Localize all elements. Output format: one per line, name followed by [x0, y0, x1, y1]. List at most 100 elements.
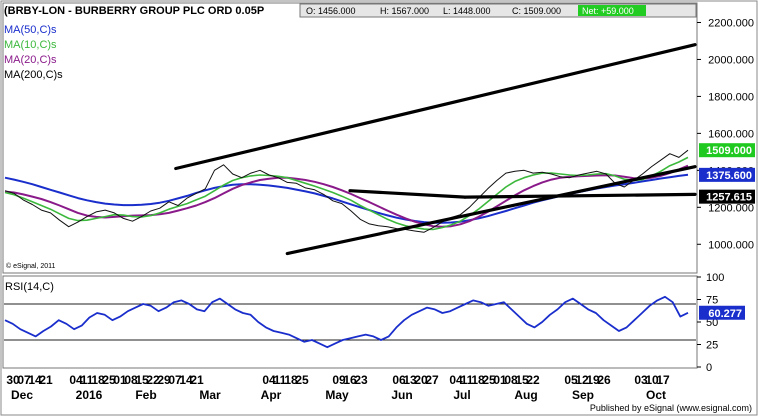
legend-ma10: MA(10,C)s	[4, 39, 57, 51]
ohlc-header: (BRBY-LON - BURBERRY GROUP PLC ORD 0.05P…	[4, 3, 697, 18]
rsi-tick-label: 50	[706, 317, 718, 329]
x-month-label: Sep	[572, 388, 594, 402]
price-value-label: 1257.615	[706, 192, 752, 204]
trendline-4	[463, 192, 697, 199]
price-value-label: 1509.000	[706, 145, 752, 157]
x-day-label: 27	[425, 373, 439, 387]
price-tick-label: 1000.000	[708, 239, 754, 251]
footer-credit: Published by eSignal (www.esignal.com)	[590, 403, 752, 413]
x-day-label: 25	[295, 373, 309, 387]
x-day-label: 18	[91, 373, 105, 387]
price-value-label: 1375.600	[706, 170, 752, 182]
x-month-label: Aug	[514, 388, 537, 402]
x-month-label: Jun	[391, 388, 412, 402]
x-day-label: 25	[102, 373, 116, 387]
price-tick-label: 1200.000	[708, 202, 754, 214]
net-badge	[578, 5, 646, 16]
price-line	[4, 149, 689, 233]
x-day-label: 11	[81, 373, 94, 387]
x-day-label: 04	[262, 373, 276, 387]
x-day-label: 01	[493, 373, 507, 387]
price-value-badge	[699, 167, 755, 182]
x-day-label: 20	[414, 373, 428, 387]
rsi-value-labels: 60.277	[699, 305, 745, 320]
rsi-title: RSI(14,C)	[5, 281, 54, 293]
x-day-label: 29	[157, 373, 171, 387]
trendline-2	[285, 165, 697, 256]
x-day-label: 18	[284, 373, 298, 387]
rsi-series-group	[4, 295, 689, 349]
x-month-label: Feb	[135, 388, 156, 402]
x-day-label: 23	[354, 373, 368, 387]
x-day-label: 04	[449, 373, 463, 387]
x-day-label: 30	[6, 373, 20, 387]
legend-ma50: MA(50,C)s	[4, 24, 57, 36]
rsi-value-badge	[699, 305, 745, 320]
low-value: L: 1448.000	[443, 6, 491, 16]
rsi-line	[4, 295, 689, 349]
price-tick-label: 2000.000	[708, 54, 754, 66]
x-day-label: 25	[482, 373, 496, 387]
x-month-label: 2016	[76, 388, 103, 402]
x-month-label: Jul	[453, 388, 470, 402]
x-day-label: 10	[645, 373, 659, 387]
x-day-label: 11	[461, 373, 474, 387]
x-day-label: 06	[392, 373, 406, 387]
open-value: O: 1456.000	[306, 6, 356, 16]
x-month-label: Mar	[199, 388, 221, 402]
price-panel-border	[2, 2, 698, 274]
price-tick-label: 1800.000	[708, 91, 754, 103]
x-month-label: May	[325, 388, 349, 402]
trendline-1	[174, 43, 697, 171]
high-value: H: 1567.000	[380, 6, 429, 16]
legend-ma20: MA(20,C)s	[4, 54, 57, 66]
x-day-label: 12	[575, 373, 589, 387]
x-day-label: 03	[634, 373, 648, 387]
rsi-tick-label: 25	[706, 340, 718, 352]
net-value: Net: +59.000	[582, 6, 634, 16]
rsi-tick-label: 100	[706, 272, 724, 284]
rsi-tick-label: 75	[706, 295, 718, 307]
x-day-label: 21	[190, 373, 204, 387]
symbol-title: (BRBY-LON - BURBERRY GROUP PLC ORD 0.05P	[4, 5, 264, 17]
legend-ma200: MA(200,C)s	[4, 69, 63, 81]
x-day-label: 17	[656, 373, 670, 387]
x-month-label: Oct	[646, 388, 666, 402]
x-day-label: 13	[403, 373, 417, 387]
x-day-label: 14	[28, 373, 42, 387]
trendlines-group	[174, 43, 697, 256]
price-tick-label: 2200.000	[708, 17, 754, 29]
x-day-label: 18	[471, 373, 485, 387]
rsi-tick-label: 0	[706, 362, 712, 374]
x-month-label: Apr	[261, 388, 282, 402]
x-day-label: 21	[39, 373, 53, 387]
x-day-label: 08	[504, 373, 518, 387]
x-day-label: 05	[564, 373, 578, 387]
x-day-label: 16	[343, 373, 357, 387]
esignal-watermark: © eSignal, 2011	[6, 262, 56, 270]
ma10-line	[4, 156, 689, 231]
x-month-label: Dec	[11, 388, 33, 402]
x-day-label: 22	[526, 373, 540, 387]
close-value: C: 1509.000	[512, 6, 561, 16]
rsi-y-axis: 100 75 50 25 0	[4, 272, 724, 374]
legend: MA(50,C)s MA(10,C)s MA(20,C)s MA(200,C)s	[4, 24, 63, 81]
x-day-label: 08	[124, 373, 138, 387]
x-day-label: 04	[69, 373, 83, 387]
x-day-label: 19	[586, 373, 600, 387]
x-day-label: 09	[332, 373, 346, 387]
x-day-label: 07	[17, 373, 31, 387]
price-tick-label: 1600.000	[708, 128, 754, 140]
x-day-label: 07	[168, 373, 182, 387]
x-day-label: 11	[274, 373, 287, 387]
x-day-label: 01	[113, 373, 127, 387]
price-value-labels: 1509.000 1375.600 1257.615	[699, 143, 755, 204]
trendline-3	[348, 189, 467, 199]
rsi-value-label: 60.277	[708, 308, 742, 320]
x-day-label: 26	[597, 373, 611, 387]
x-day-label: 22	[146, 373, 160, 387]
price-value-badge	[699, 143, 755, 158]
